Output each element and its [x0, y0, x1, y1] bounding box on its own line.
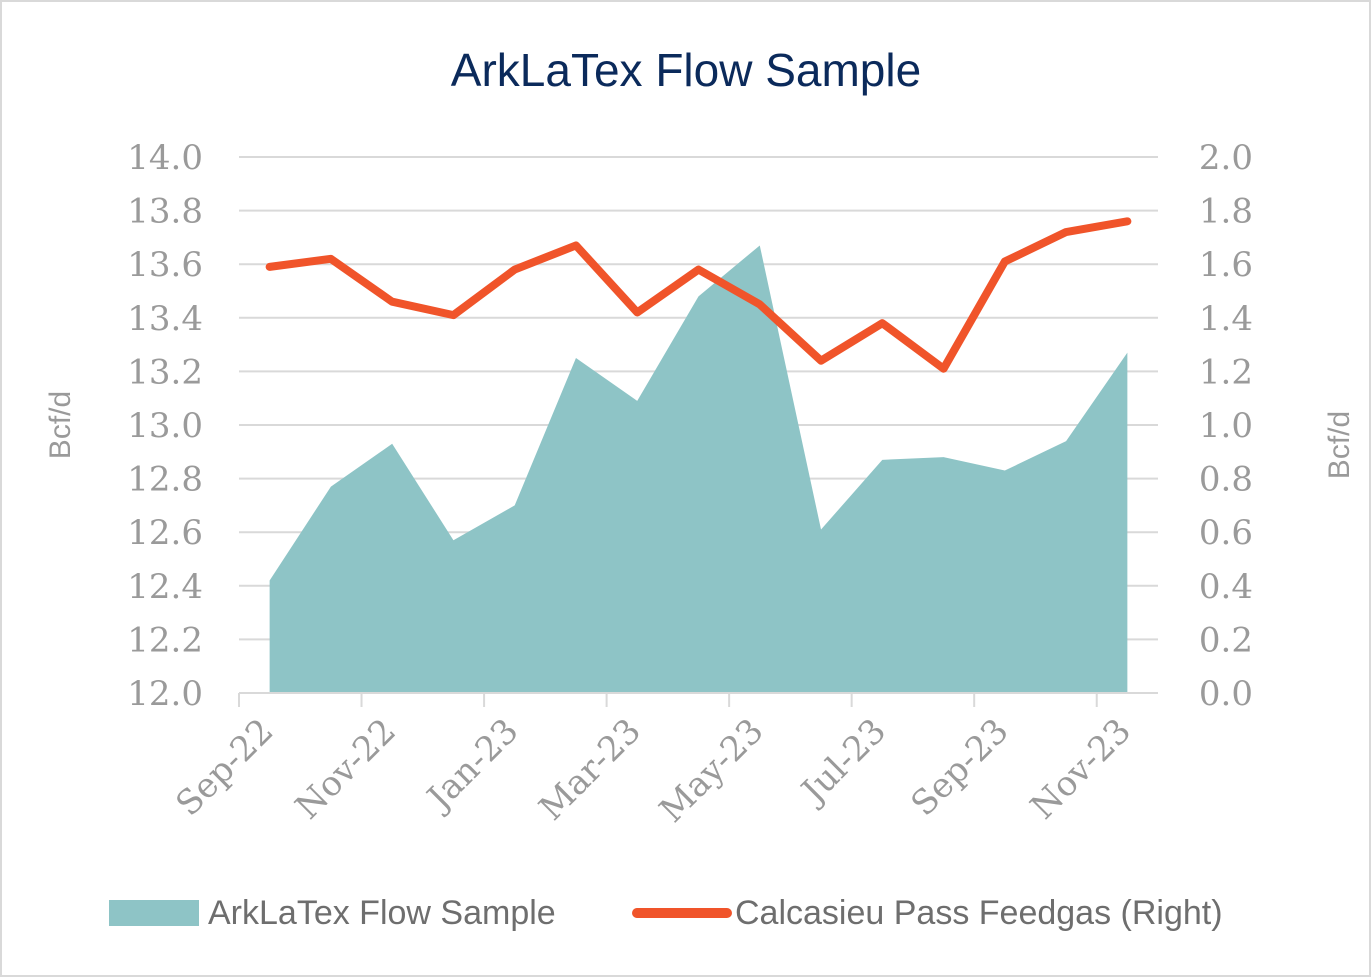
x-tick-label: Sep-22: [168, 711, 281, 824]
x-tick-label: Jul-23: [792, 711, 894, 813]
right-axis-title: Bcf/d: [1323, 411, 1356, 479]
y-right-tick-label: 0.2: [1199, 620, 1253, 660]
y-left-tick-label: 13.4: [127, 299, 203, 339]
y-left-tick-label: 13.0: [127, 406, 203, 446]
y-left-tick-label: 13.6: [127, 245, 203, 285]
y-left-tick-label: 12.8: [127, 460, 203, 500]
x-tick-label: May-23: [652, 711, 772, 831]
y-right-tick-label: 0.8: [1199, 460, 1253, 500]
y-left-tick-label: 12.6: [127, 513, 203, 553]
left-axis-title: Bcf/d: [44, 391, 77, 459]
y-left-tick-label: 12.2: [127, 620, 203, 660]
y-right-tick-label: 0.6: [1199, 513, 1253, 553]
series-line-calcasieu: [265, 217, 1132, 373]
legend-label-area: ArkLaTex Flow Sample: [208, 894, 556, 932]
legend: ArkLaTex Flow Sample Calcasieu Pass Feed…: [109, 894, 1223, 932]
y-right-tick-label: 1.2: [1199, 352, 1253, 392]
right-axis-ticks: 0.0 0.2 0.4 0.6 0.8 1.0 1.2 1.4 1.6 1.8 2.0: [1199, 138, 1253, 714]
y-right-tick-label: 1.8: [1199, 192, 1253, 232]
series-area-arklatex: [269, 245, 1128, 693]
y-left-tick-label: 12.4: [127, 567, 203, 607]
x-tick-label: Nov-22: [288, 711, 404, 827]
y-left-tick-label: 14.0: [127, 138, 203, 178]
legend-swatch-area: [109, 900, 199, 926]
y-right-tick-label: 1.6: [1199, 245, 1253, 285]
y-left-tick-label: 13.8: [127, 192, 203, 232]
area-layer: [269, 245, 1128, 693]
x-tick-label: Nov-23: [1023, 711, 1139, 827]
y-right-tick-label: 0.4: [1199, 567, 1253, 607]
line-layer: [265, 217, 1132, 373]
y-left-tick-label: 12.0: [127, 674, 203, 714]
y-right-tick-label: 2.0: [1199, 138, 1253, 178]
axes: [238, 692, 1158, 707]
y-left-tick-label: 13.2: [127, 352, 203, 392]
x-tick-label: Mar-23: [532, 711, 649, 828]
chart-title: ArkLaTex Flow Sample: [451, 44, 921, 96]
left-axis-ticks: 12.0 12.2 12.4 12.6 12.8 13.0 13.2 13.4 13.6 13.8…: [127, 138, 203, 714]
legend-label-line: Calcasieu Pass Feedgas (Right): [735, 894, 1223, 932]
y-right-tick-label: 0.0: [1199, 674, 1253, 714]
y-right-tick-label: 1.0: [1199, 406, 1253, 446]
x-tick-label: Sep-23: [903, 711, 1016, 824]
y-right-tick-label: 1.4: [1199, 299, 1253, 339]
x-tick-label: Jan-23: [418, 711, 527, 820]
x-axis-ticks: Sep-22 Nov-22 Jan-23 Mar-23 May-23 Jul-23 Sep-…: [168, 711, 1139, 831]
